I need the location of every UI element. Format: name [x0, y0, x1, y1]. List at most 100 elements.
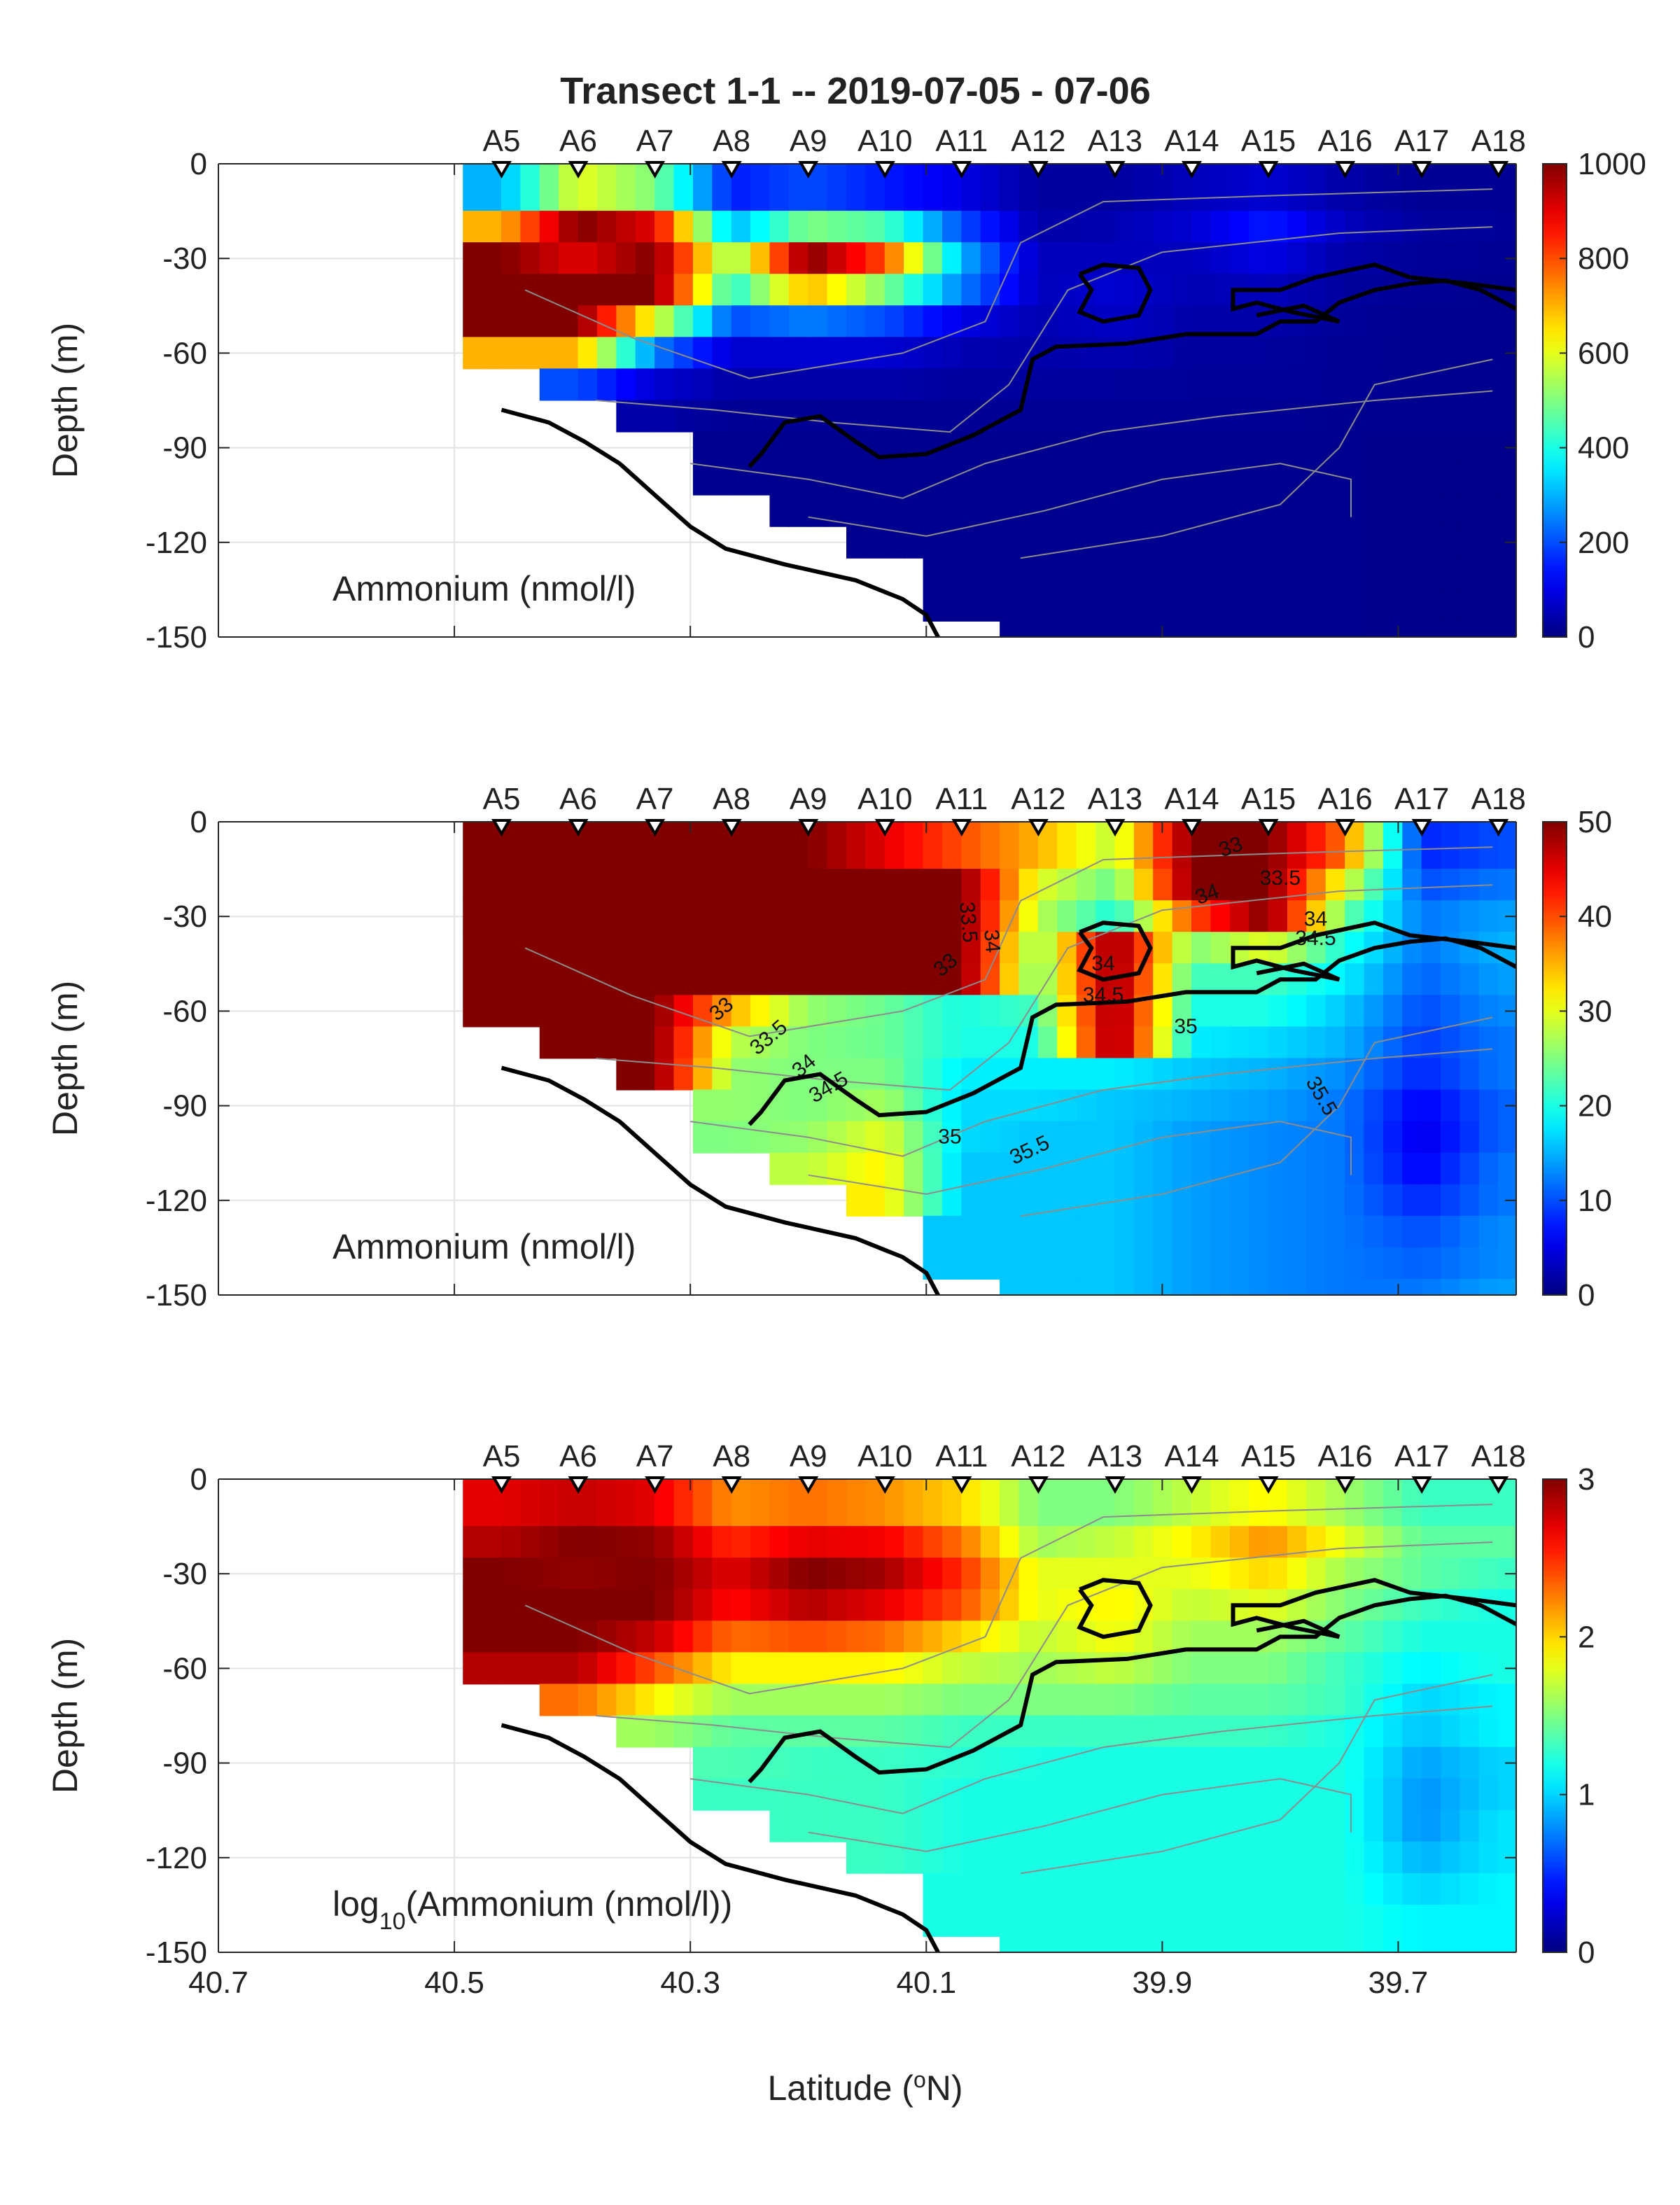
heatmap-cell: [980, 822, 1001, 870]
heatmap-cell: [1421, 1904, 1442, 1937]
heatmap-cell: [1249, 1184, 1269, 1217]
heatmap-cell: [1518, 1026, 1537, 1058]
heatmap-cell: [712, 932, 732, 965]
heatmap-cell: [1345, 1152, 1365, 1185]
heatmap-cell: [1382, 337, 1404, 370]
station-label: A9: [790, 124, 827, 158]
heatmap-cell: [520, 242, 540, 275]
heatmap-cell: [673, 900, 694, 933]
heatmap-cell: [1518, 995, 1537, 1027]
heatmap-cell: [1172, 1841, 1192, 1874]
heatmap-cell: [1460, 1089, 1480, 1122]
heatmap-cell: [1000, 526, 1020, 559]
heatmap-cell: [1191, 1935, 1212, 1952]
heatmap-cell: [1096, 1684, 1116, 1716]
y-tick-label: -150: [146, 1935, 207, 1970]
heatmap-cell: [559, 211, 579, 244]
heatmap-cell: [1306, 463, 1326, 496]
heatmap-cell: [1325, 900, 1346, 933]
heatmap-cell: [980, 463, 1001, 496]
heatmap-cell: [1325, 1247, 1346, 1280]
heatmap-cell: [1229, 1872, 1250, 1905]
heatmap-cell: [731, 995, 752, 1028]
heatmap-cell: [673, 1620, 694, 1653]
heatmap-cell: [750, 900, 771, 933]
heatmap-cell: [1249, 1121, 1269, 1154]
heatmap-cell: [1402, 1089, 1422, 1122]
heatmap-cell: [980, 526, 1001, 559]
heatmap-cell: [1382, 494, 1404, 527]
station-marker: [1335, 1476, 1356, 1494]
heatmap-cell: [904, 1809, 924, 1842]
heatmap-cell: [846, 1558, 867, 1590]
heatmap-cell: [1306, 337, 1326, 370]
heatmap-cell: [1018, 1872, 1039, 1905]
heatmap-cell: [1114, 963, 1135, 996]
station-marker: [1488, 161, 1509, 178]
heatmap-cell: [904, 1620, 924, 1653]
thick-isoline: [1077, 262, 1153, 324]
y-tick-label: -60: [162, 336, 207, 370]
heatmap-cell: [1306, 1872, 1326, 1905]
heatmap-cell: [1096, 1935, 1116, 1952]
heatmap-cell: [1268, 995, 1288, 1028]
heatmap-cell: [1364, 211, 1384, 244]
heatmap-cell: [961, 1058, 981, 1091]
heatmap-cell: [1364, 1620, 1384, 1653]
heatmap-cell: [692, 1058, 713, 1091]
heatmap-cell: [1345, 1715, 1365, 1748]
heatmap-cell: [1191, 400, 1212, 433]
station-marker: [491, 1476, 512, 1494]
heatmap-cell: [904, 1684, 924, 1716]
heatmap-cell: [482, 305, 503, 338]
thick-isoline: [1231, 262, 1516, 324]
heatmap-cell: [1096, 932, 1116, 965]
heatmap-cell: [501, 337, 522, 370]
heatmap-cell: [1076, 211, 1097, 244]
heatmap-cell: [1478, 1715, 1499, 1748]
heatmap-cell: [1518, 1184, 1537, 1217]
heatmap-cell: [1229, 1058, 1250, 1091]
heatmap-cell: [1114, 274, 1135, 307]
heatmap-cell: [1018, 1620, 1039, 1653]
heatmap-cell: [1421, 557, 1442, 590]
y-tick-label: -90: [162, 431, 207, 465]
heatmap-cell: [923, 1589, 943, 1622]
salinity-isoline: [808, 463, 1352, 537]
y-tick-label: -30: [162, 1557, 207, 1591]
heatmap-cell: [961, 368, 981, 401]
station-label: A9: [790, 1439, 827, 1474]
heatmap-cell: [1153, 368, 1173, 401]
colorbar-tick-label: 400: [1578, 431, 1629, 465]
heatmap-cell: [865, 1152, 886, 1185]
heatmap-cell: [827, 1778, 848, 1811]
heatmap-cell: [923, 963, 943, 996]
heatmap-cell: [501, 242, 522, 275]
heatmap-cell: [1364, 1652, 1384, 1685]
heatmap-cell: [1382, 526, 1404, 559]
heatmap-cell: [865, 1684, 886, 1716]
heatmap-cell: [539, 869, 560, 902]
heatmap-cell: [1441, 1715, 1461, 1748]
station-marker: [1488, 819, 1509, 836]
heatmap-cell: [673, 932, 694, 965]
heatmap-cell: [539, 368, 560, 401]
heatmap-cell: [1441, 211, 1461, 244]
heatmap-cell: [1306, 1215, 1326, 1248]
heatmap-cell: [1460, 494, 1480, 527]
heatmap-cell: [673, 869, 694, 902]
heatmap-cell: [1287, 463, 1308, 496]
heatmap-cell: [501, 1558, 522, 1590]
heatmap-cell: [1249, 431, 1269, 464]
heatmap-cell: [1364, 1479, 1384, 1527]
station-marker: [798, 819, 819, 836]
heatmap-cell: [1460, 1058, 1480, 1091]
heatmap-cell: [673, 1558, 694, 1590]
salinity-isoline: [524, 846, 1493, 1037]
heatmap-cell: [865, 900, 886, 933]
heatmap-cell: [559, 995, 579, 1028]
heatmap-cell: [1460, 1841, 1480, 1874]
contour-label: 33.5: [955, 901, 981, 944]
heatmap-cell: [865, 526, 886, 559]
